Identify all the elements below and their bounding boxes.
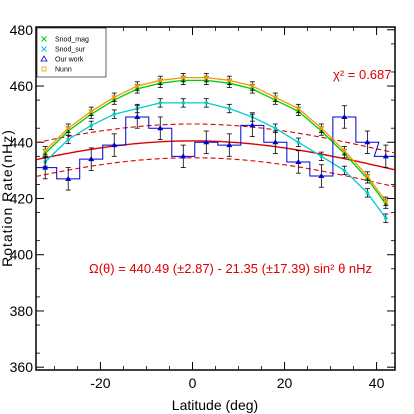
y-tick-label: 440 bbox=[10, 134, 34, 150]
legend-box bbox=[36, 27, 107, 78]
data-point bbox=[65, 175, 72, 181]
y-tick-label: 460 bbox=[10, 78, 34, 94]
fit-equation-annotation: Ω(θ) = 440.49 (±2.87) - 21.35 (±17.39) s… bbox=[89, 261, 372, 276]
x-tick-label: 0 bbox=[189, 375, 197, 391]
data-point bbox=[89, 109, 94, 114]
x-axis-label: Latitude (deg) bbox=[172, 397, 258, 413]
legend-entry: Snod_mag bbox=[55, 37, 89, 44]
fit-curves bbox=[36, 123, 395, 188]
data-point bbox=[272, 139, 279, 145]
data-point bbox=[382, 153, 389, 159]
legend-marker bbox=[41, 46, 47, 52]
series-nunn bbox=[42, 72, 389, 206]
data-point bbox=[365, 191, 370, 195]
data-point bbox=[112, 95, 117, 100]
data-point bbox=[342, 168, 347, 173]
data-point bbox=[181, 75, 186, 80]
data-point bbox=[158, 78, 163, 83]
x-tick-label: -20 bbox=[90, 375, 110, 391]
tick-labels: -20 0 20 40 360 380 400 420 440 460 480 bbox=[10, 22, 385, 391]
data-point bbox=[204, 75, 209, 80]
data-point bbox=[111, 142, 118, 148]
data-point bbox=[296, 106, 301, 111]
data-point bbox=[273, 126, 278, 131]
y-tick-label: 400 bbox=[10, 247, 34, 263]
data-point bbox=[134, 113, 141, 119]
data-point bbox=[342, 148, 347, 153]
data-point bbox=[227, 78, 232, 83]
data-point bbox=[249, 122, 256, 128]
series-line bbox=[44, 76, 387, 202]
legend-marker bbox=[41, 66, 47, 72]
legend-entry: Nunn bbox=[55, 67, 72, 74]
data-point bbox=[204, 101, 209, 105]
data-point bbox=[88, 156, 95, 162]
legend: Snod_mag Snod_sur Our work Nunn bbox=[36, 27, 107, 78]
legend-marker bbox=[41, 36, 47, 42]
series-layer bbox=[36, 72, 395, 223]
y-tick-label: 420 bbox=[10, 191, 34, 207]
y-tick-label: 480 bbox=[10, 22, 34, 38]
data-point bbox=[383, 216, 388, 220]
legend-entry: Our work bbox=[55, 57, 84, 64]
fit-upper-bound bbox=[36, 123, 395, 154]
x-tick-label: 40 bbox=[369, 375, 385, 391]
fit-lower-bound bbox=[36, 157, 395, 188]
data-point bbox=[158, 101, 163, 105]
data-point bbox=[250, 84, 255, 88]
data-point bbox=[341, 113, 348, 119]
series-line bbox=[44, 102, 387, 219]
data-point bbox=[42, 164, 49, 170]
data-point bbox=[383, 199, 388, 204]
data-point bbox=[157, 125, 164, 131]
data-point bbox=[364, 139, 371, 145]
data-point bbox=[43, 148, 48, 153]
data-point bbox=[89, 123, 94, 128]
x-tick-label: 20 bbox=[277, 375, 293, 391]
y-tick-label: 380 bbox=[10, 303, 34, 319]
step-line bbox=[36, 116, 395, 180]
data-point bbox=[319, 126, 324, 131]
data-point bbox=[365, 174, 370, 178]
data-point bbox=[181, 101, 186, 105]
data-point bbox=[295, 158, 302, 164]
data-point bbox=[135, 84, 140, 88]
data-point bbox=[66, 126, 71, 131]
data-point bbox=[203, 139, 210, 145]
chi-squared-annotation: χ² = 0.687 bbox=[333, 67, 392, 82]
series-our-work bbox=[36, 105, 395, 191]
data-point bbox=[296, 140, 301, 145]
data-point bbox=[226, 142, 233, 148]
data-point bbox=[318, 173, 325, 179]
y-axis-label: Rotation Rate(nHz) bbox=[0, 129, 15, 267]
data-point bbox=[227, 106, 232, 111]
data-point bbox=[180, 153, 187, 159]
legend-marker bbox=[40, 55, 48, 62]
data-point bbox=[112, 112, 117, 116]
fit-curve bbox=[36, 140, 395, 171]
data-point bbox=[66, 137, 71, 142]
data-point bbox=[273, 95, 278, 100]
legend-entry: Snod_sur bbox=[55, 47, 86, 54]
data-point bbox=[319, 154, 324, 159]
y-tick-label: 360 bbox=[10, 359, 34, 375]
